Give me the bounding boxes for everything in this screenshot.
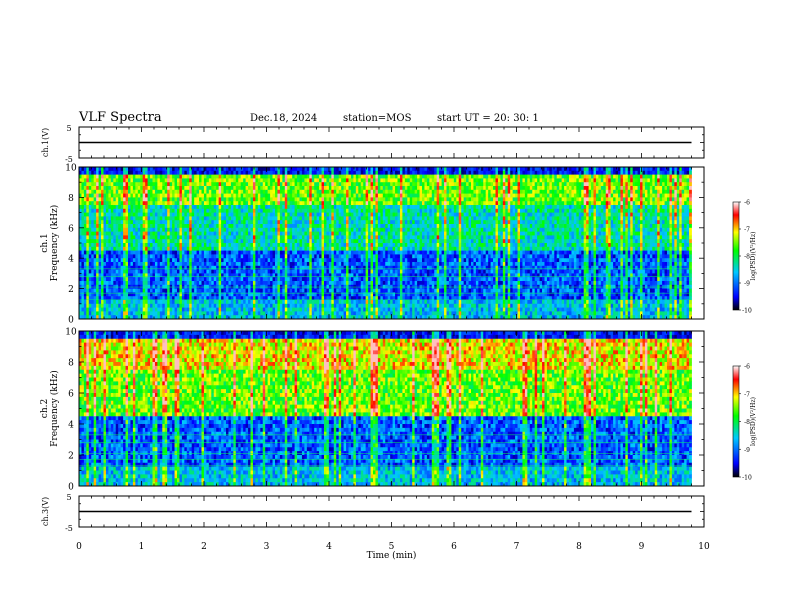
- y-tick-label: 5: [66, 124, 71, 133]
- y-tick-label: 8: [68, 359, 74, 369]
- y-tick-label: 10: [65, 328, 77, 338]
- colorbar-tick-label: -8: [744, 254, 750, 261]
- colorbar-1: [732, 201, 740, 311]
- x-tick-label: 1: [139, 542, 145, 552]
- y-tick-label: 4: [68, 421, 74, 431]
- date-label: Dec.18, 2024: [250, 113, 317, 124]
- x-axis-label: Time (min): [367, 550, 417, 561]
- spectrogram-1: [79, 167, 692, 320]
- x-tick-label: 6: [451, 542, 457, 552]
- plot-title: VLF Spectra: [79, 110, 162, 125]
- colorbar-tick-label: -9: [744, 447, 750, 454]
- y-tick-label: 0: [68, 316, 74, 326]
- y-axis-label: ch.3(V): [41, 497, 50, 526]
- colorbar-tick-label: -10: [742, 475, 752, 482]
- colorbar-label: log(PSD)(V²/Hz): [750, 232, 757, 281]
- y-tick-label: 2: [68, 452, 74, 462]
- colorbar-tick-label: -6: [744, 200, 750, 207]
- y-tick-label: 0: [68, 483, 74, 493]
- channel-label: ch.2: [40, 399, 50, 418]
- y-tick-label: -5: [65, 524, 73, 533]
- x-tick-label: 9: [639, 542, 645, 552]
- channel-label: ch.1: [40, 233, 50, 252]
- y-axis-label: ch.1(V): [41, 128, 50, 157]
- spectrogram-2: [79, 331, 692, 487]
- y-tick-label: 2: [68, 285, 74, 295]
- y-tick-label: 8: [68, 194, 74, 204]
- colorbar-label: log(PSD)(V²/Hz): [750, 397, 757, 446]
- y-tick-label: 4: [68, 255, 74, 265]
- y-tick-label: 10: [65, 164, 77, 174]
- y-axis-label: Frequency (kHz): [49, 205, 60, 282]
- x-tick-label: 7: [514, 542, 520, 552]
- x-tick-label: 3: [264, 542, 270, 552]
- start-time-label: start UT = 20: 30: 1: [437, 113, 539, 124]
- x-tick-label: 2: [201, 542, 207, 552]
- colorbar-tick-label: -6: [744, 364, 750, 371]
- y-tick-label: 6: [68, 224, 74, 234]
- x-tick-label: 4: [326, 542, 332, 552]
- y-axis-label: Frequency (kHz): [49, 370, 60, 447]
- x-tick-label: 10: [698, 542, 710, 552]
- colorbar-tick-label: -8: [744, 419, 750, 426]
- station-label: station=MOS: [343, 113, 411, 124]
- colorbar-tick-label: -10: [742, 308, 752, 315]
- y-tick-label: -5: [65, 155, 73, 164]
- colorbar-tick-label: -7: [744, 391, 750, 398]
- colorbar-tick-label: -7: [744, 227, 750, 234]
- y-tick-label: 5: [66, 493, 71, 502]
- x-tick-label: 5: [389, 542, 395, 552]
- x-tick-label: 0: [76, 542, 82, 552]
- colorbar-2: [732, 365, 740, 478]
- x-tick-label: 8: [576, 542, 582, 552]
- colorbar-tick-label: -9: [744, 281, 750, 288]
- y-tick-label: 6: [68, 390, 74, 400]
